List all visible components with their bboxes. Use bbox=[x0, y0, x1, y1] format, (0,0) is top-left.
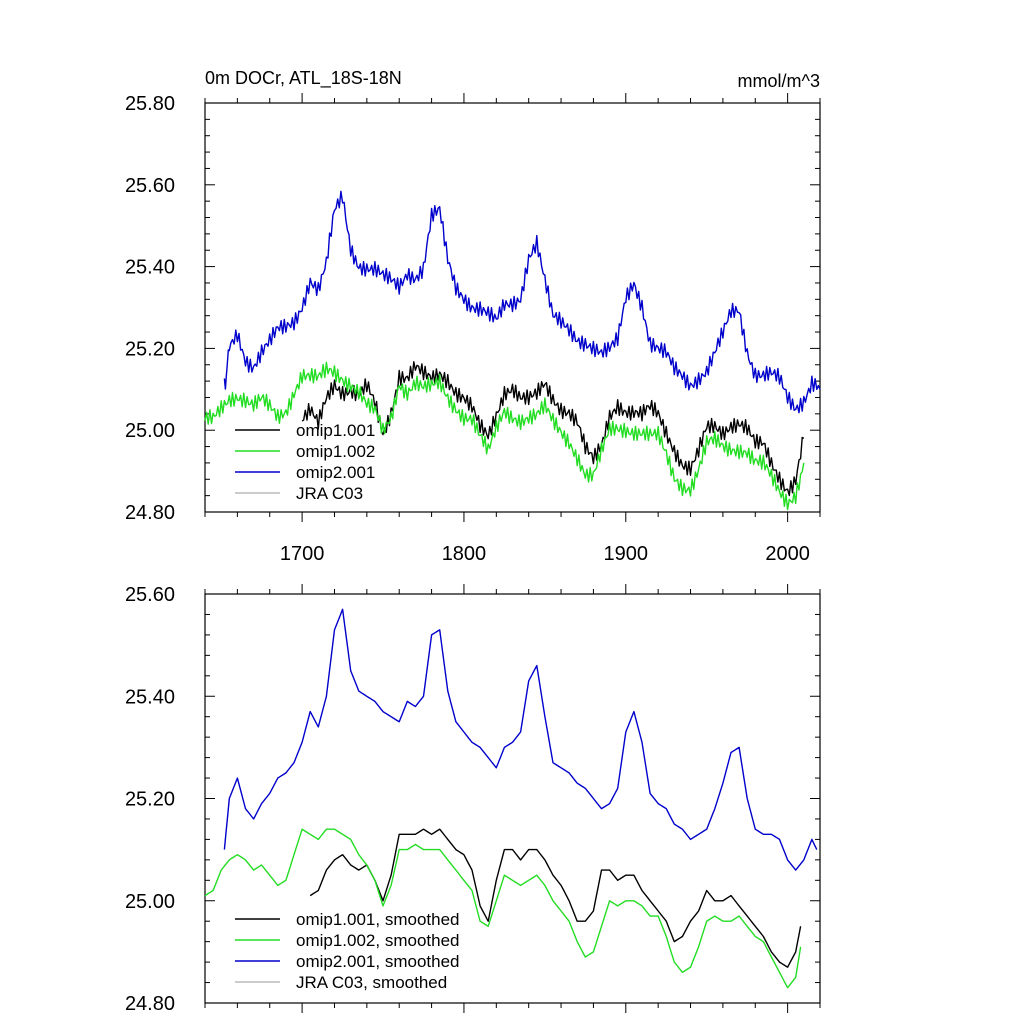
x-tick-label: 1800 bbox=[442, 543, 487, 565]
series-line-omip1-001-smoothed bbox=[309, 828, 802, 968]
y-tick-label: 25.00 bbox=[125, 420, 175, 442]
y-tick-label: 25.60 bbox=[125, 584, 175, 606]
y-tick-label: 25.20 bbox=[125, 338, 175, 360]
legend-label: omip1.001 bbox=[296, 421, 375, 440]
legend-label: JRA C03 bbox=[296, 484, 363, 503]
y-tick-label: 25.20 bbox=[125, 789, 175, 811]
x-tick-label: 1700 bbox=[280, 543, 325, 565]
plot-frame bbox=[204, 102, 821, 513]
legend-label: omip1.002 bbox=[296, 442, 375, 461]
series-line-omip2-001 bbox=[223, 190, 821, 414]
y-tick-label: 24.80 bbox=[125, 502, 175, 524]
series-line-omip2-001-smoothed bbox=[223, 608, 818, 871]
y-tick-label: 24.80 bbox=[125, 993, 175, 1015]
chart-title: 0m DOCr, ATL_18S-18N bbox=[205, 68, 402, 89]
top-panel: 24.80 25.00 25.20 25.40 25.60 25.80 1700 1800 19… bbox=[125, 93, 821, 565]
legend-label: omip1.001, smoothed bbox=[296, 910, 460, 929]
chart-units: mmol/m^3 bbox=[738, 71, 820, 91]
y-tick-label: 25.80 bbox=[125, 93, 175, 115]
y-tick-label: 25.60 bbox=[125, 175, 175, 197]
series-line-omip1-002 bbox=[204, 361, 805, 511]
legend-label: omip2.001, smoothed bbox=[296, 952, 460, 971]
y-tick-label: 25.40 bbox=[125, 686, 175, 708]
series-line-omip1-002-smoothed bbox=[204, 828, 802, 989]
x-tick-label: 1900 bbox=[604, 543, 649, 565]
x-tick-label: 2000 bbox=[765, 543, 810, 565]
y-tick-label: 25.00 bbox=[125, 891, 175, 913]
legend-label: omip1.002, smoothed bbox=[296, 931, 460, 950]
series-line-omip1-001 bbox=[301, 361, 805, 497]
y-tick-label: 25.40 bbox=[125, 257, 175, 279]
legend-label: omip2.001 bbox=[296, 463, 375, 482]
bottom-panel: 24.80 25.00 25.20 25.40 25.60 omip1.001, smoo… bbox=[125, 584, 821, 1015]
legend-label: JRA C03, smoothed bbox=[296, 973, 447, 992]
